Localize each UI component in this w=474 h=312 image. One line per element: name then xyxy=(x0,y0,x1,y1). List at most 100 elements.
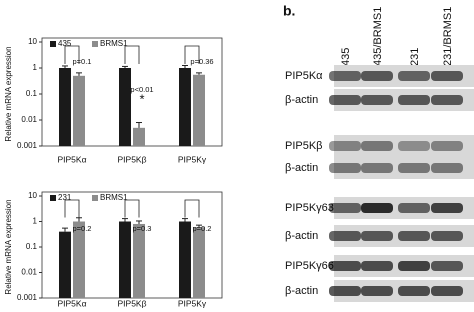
blot-band xyxy=(329,163,361,173)
bar xyxy=(73,221,85,298)
legend-label: 435 xyxy=(58,39,72,48)
legend-swatch xyxy=(50,41,56,47)
row-label: PIP5Kγ661 xyxy=(285,260,340,272)
blot-band xyxy=(361,231,393,241)
blot-band xyxy=(431,286,463,296)
significance-bracket xyxy=(64,45,80,64)
bar xyxy=(59,68,71,146)
y-tick-label: 1 xyxy=(33,217,38,226)
blot-band xyxy=(398,95,430,105)
blot-band xyxy=(329,71,361,81)
row-label: β-actin xyxy=(285,230,318,242)
y-tick-label: 0.1 xyxy=(26,242,38,251)
row-label: β-actin xyxy=(285,94,318,106)
blot-strip xyxy=(334,157,474,179)
legend-label: BRMS1 xyxy=(100,193,128,202)
x-tick-label: PIP5Kγ xyxy=(178,298,207,308)
annotation: p=0.3 xyxy=(133,224,152,233)
bar xyxy=(193,227,205,298)
significance-bracket xyxy=(124,45,140,64)
bar xyxy=(59,231,71,298)
blot-band xyxy=(398,163,430,173)
bar xyxy=(133,127,145,146)
blot-band xyxy=(329,141,361,151)
y-tick-label: 0.1 xyxy=(26,89,38,98)
y-tick-label: 0.001 xyxy=(17,293,38,302)
plot-frame xyxy=(41,191,223,299)
blot-band xyxy=(361,95,393,105)
bar xyxy=(119,68,131,146)
y-axis-label: Relative mRNA expression xyxy=(4,46,13,141)
blot-band xyxy=(329,203,361,213)
legend-label: BRMS1 xyxy=(100,39,128,48)
x-tick-label: PIP5Kα xyxy=(57,298,86,308)
blot-band xyxy=(431,231,463,241)
bar xyxy=(179,221,191,298)
lane-label: 435 xyxy=(340,48,352,66)
plot-frame xyxy=(41,37,223,147)
y-tick-label: 10 xyxy=(28,37,37,46)
bar xyxy=(119,221,131,298)
panel-label: b. xyxy=(283,3,295,19)
blot-band xyxy=(398,231,430,241)
blot-band xyxy=(398,203,430,213)
lane-label: 435/BRMS1 xyxy=(372,7,384,66)
blot-band xyxy=(431,95,463,105)
significance-bracket xyxy=(64,199,80,218)
annotation: p<0.01 xyxy=(130,85,153,94)
significance-bracket xyxy=(124,199,140,218)
annotation: * xyxy=(139,91,144,106)
annotation: p=0.2 xyxy=(73,224,92,233)
significance-bracket xyxy=(184,45,200,64)
blot-band xyxy=(398,71,430,81)
annotation: p=0.1 xyxy=(73,57,92,66)
significance-bracket xyxy=(184,199,200,218)
blot-band xyxy=(398,261,430,271)
y-axis-label: Relative mRNA expression xyxy=(4,199,13,294)
blot-band xyxy=(361,286,393,296)
y-tick-label: 0.01 xyxy=(21,268,37,277)
x-tick-label: PIP5Kβ xyxy=(118,154,147,164)
legend-swatch xyxy=(92,195,98,201)
legend-swatch xyxy=(50,195,56,201)
annotation: p=0.2 xyxy=(193,224,212,233)
row-label: β-actin xyxy=(285,285,318,297)
blot-strip xyxy=(334,135,474,157)
y-tick-label: 10 xyxy=(28,191,37,200)
blot-band xyxy=(361,203,393,213)
bar xyxy=(193,74,205,146)
x-tick-label: PIP5Kβ xyxy=(118,298,147,308)
lane-label: 231/BRMS1 xyxy=(442,7,454,66)
blot-band xyxy=(329,231,361,241)
blot-band xyxy=(361,141,393,151)
x-tick-label: PIP5Kγ xyxy=(178,154,207,164)
blot-band xyxy=(398,141,430,151)
blot-band xyxy=(431,71,463,81)
row-label: PIP5Kγ635 xyxy=(285,202,340,214)
row-label: PIP5Kβ xyxy=(285,140,323,152)
blot-band xyxy=(431,163,463,173)
legend-label: 231 xyxy=(58,193,72,202)
y-tick-label: 0.001 xyxy=(17,141,38,150)
y-tick-label: 0.01 xyxy=(21,115,37,124)
bar xyxy=(133,223,145,298)
y-tick-label: 1 xyxy=(33,63,38,72)
blot-band xyxy=(329,95,361,105)
bar xyxy=(179,68,191,146)
bar xyxy=(73,75,85,146)
blot-band xyxy=(361,71,393,81)
lane-label: 231 xyxy=(409,48,421,66)
x-tick-label: PIP5Kα xyxy=(57,154,86,164)
blot-band xyxy=(431,261,463,271)
annotation: p=0.36 xyxy=(190,57,213,66)
legend-swatch xyxy=(92,41,98,47)
row-label: β-actin xyxy=(285,162,318,174)
blot-band xyxy=(361,163,393,173)
blot-band xyxy=(361,261,393,271)
blot-band xyxy=(329,261,361,271)
blot-band xyxy=(431,203,463,213)
blot-band xyxy=(398,286,430,296)
row-label: PIP5Kα xyxy=(285,70,323,82)
blot-band xyxy=(431,141,463,151)
